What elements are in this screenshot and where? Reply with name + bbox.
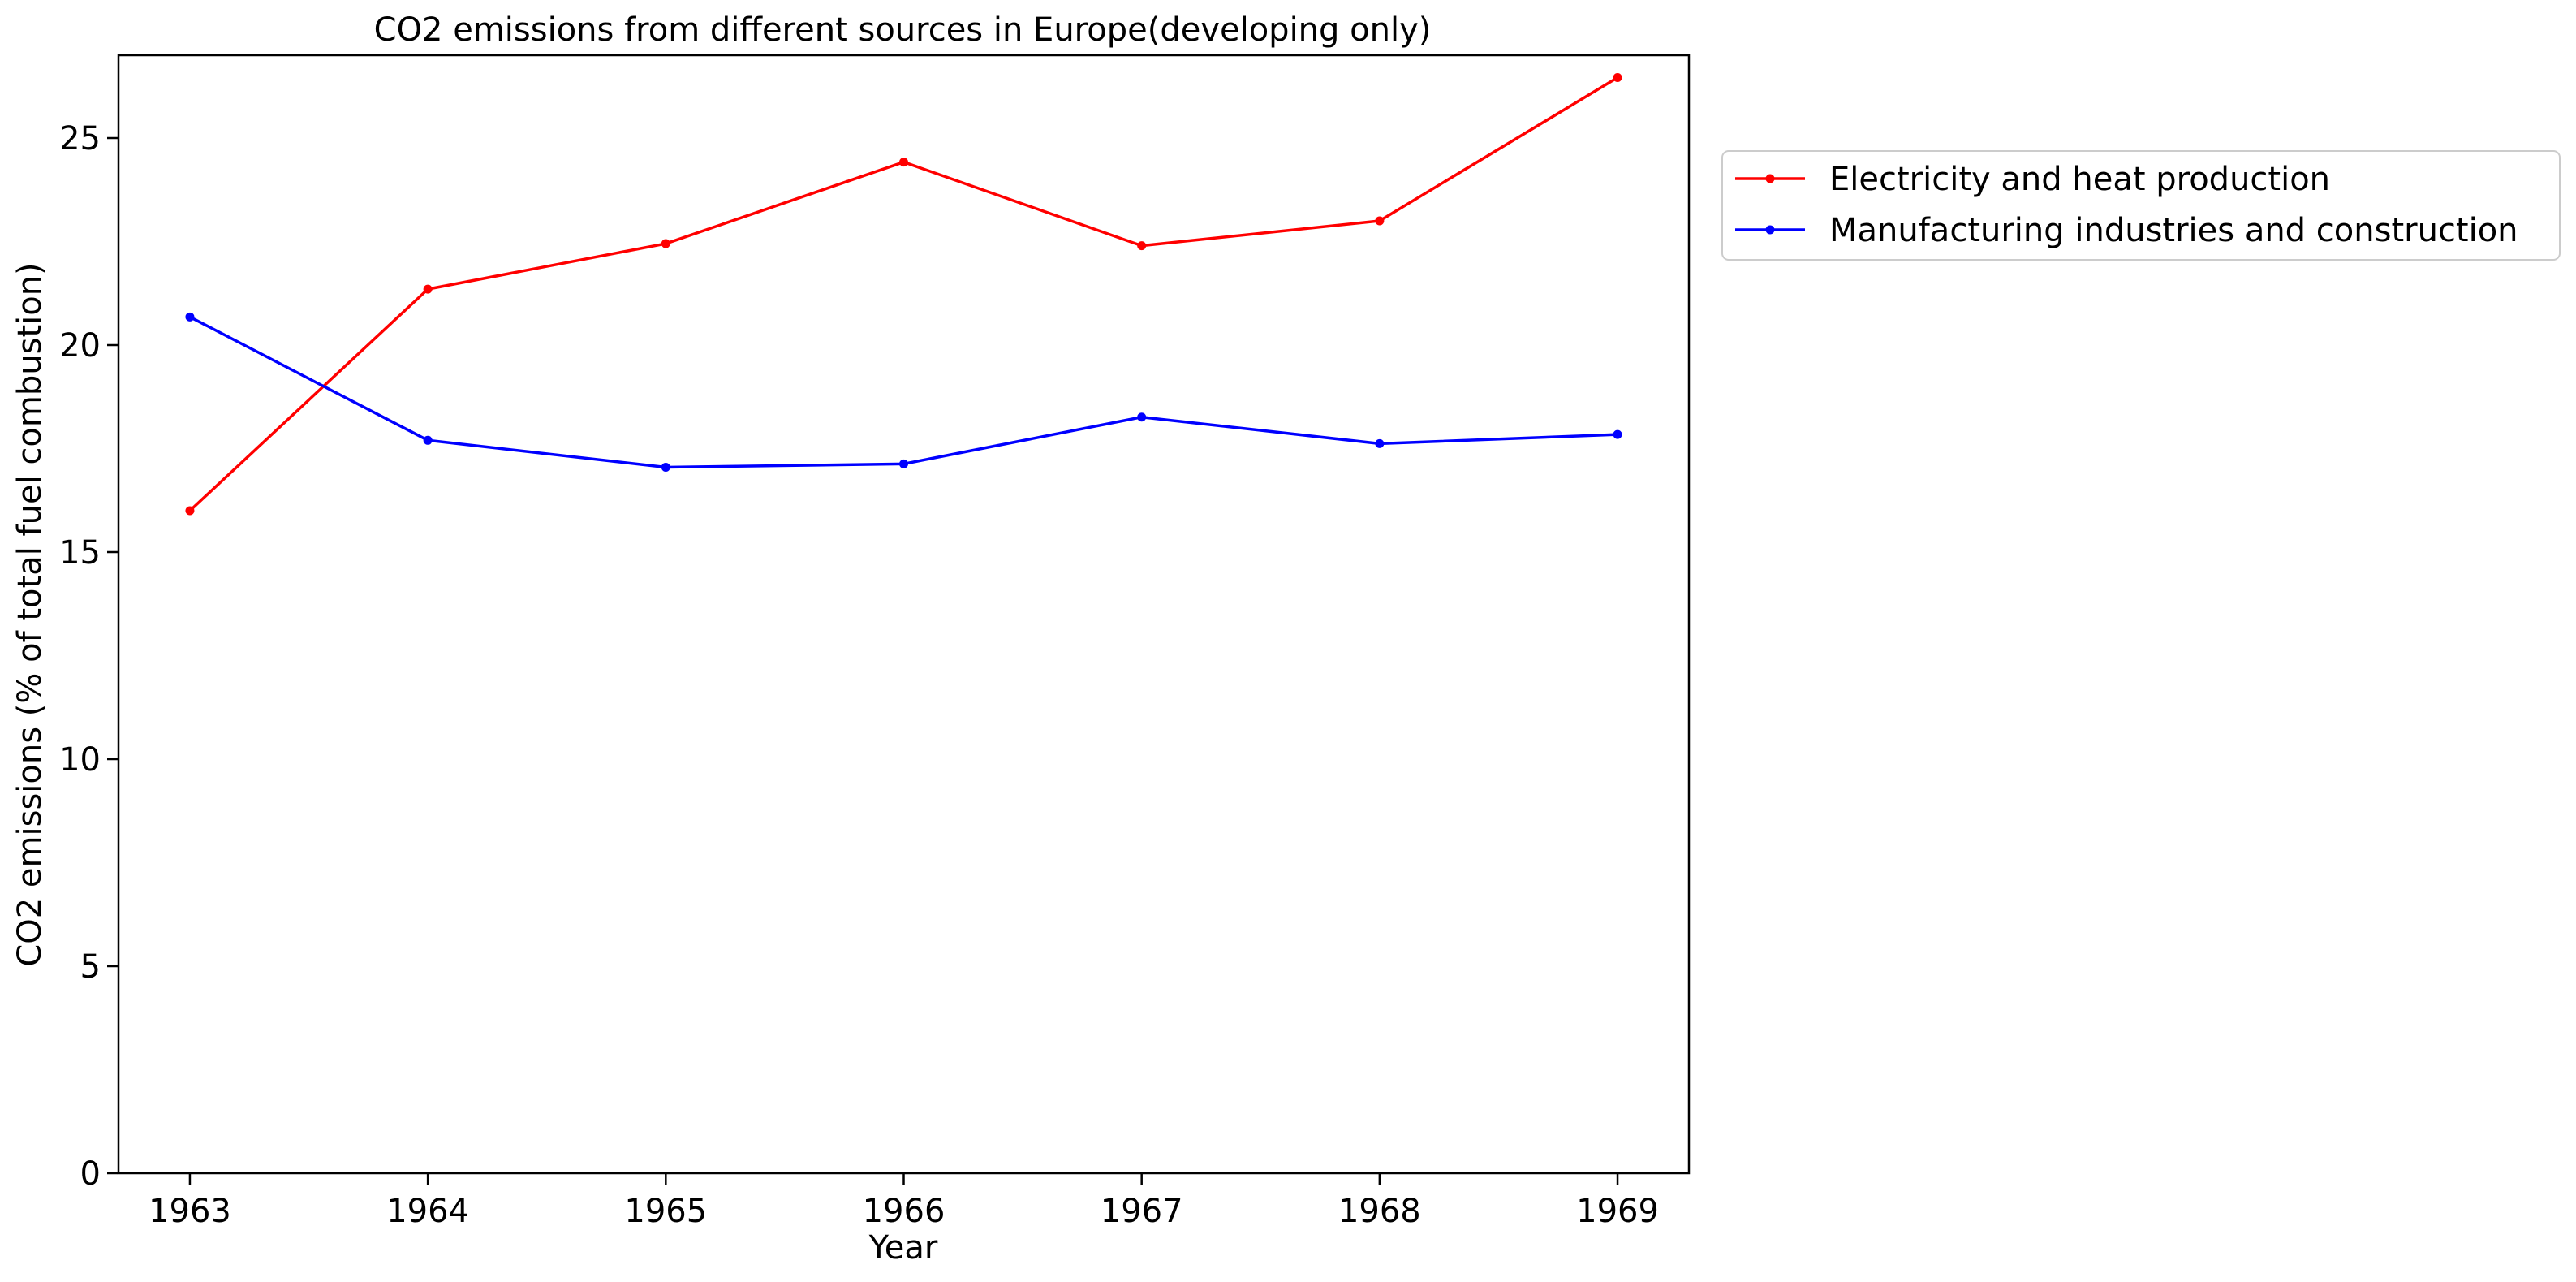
y-tick-label: 25: [59, 120, 101, 158]
x-tick-label: 1965: [624, 1193, 707, 1230]
y-tick-label: 0: [80, 1155, 101, 1193]
legend-marker: [1765, 174, 1775, 183]
x-tick-label: 1968: [1338, 1193, 1421, 1230]
series-2: [185, 312, 1622, 472]
data-point: [1375, 216, 1385, 226]
legend-marker: [1765, 225, 1775, 235]
data-point: [1613, 73, 1622, 83]
y-axis-label: CO2 emissions (% of total fuel combustio…: [11, 262, 49, 966]
data-point: [1137, 241, 1147, 251]
legend: Electricity and heat production Manufactu…: [1721, 150, 2561, 261]
plot-area: 0 5 10 15 20 25 1963 1964 1965 1966 1967 1968 1969: [59, 54, 1691, 1230]
data-point: [899, 158, 908, 167]
x-tick-label: 1963: [149, 1193, 231, 1230]
data-point: [185, 312, 195, 322]
legend-label: Electricity and heat production: [1829, 161, 2330, 198]
x-axis: 1963 1964 1965 1966 1967 1968 1969: [149, 1173, 1659, 1230]
data-point: [423, 284, 433, 294]
data-point: [661, 462, 670, 472]
legend-entry: Electricity and heat production: [1735, 161, 2330, 198]
y-tick-label: 20: [59, 327, 101, 365]
x-axis-label: Year: [868, 1229, 938, 1267]
y-tick-label: 5: [80, 948, 101, 986]
data-point: [185, 506, 195, 516]
data-point: [1375, 438, 1385, 448]
y-tick-label: 10: [59, 741, 101, 779]
chart-title: CO2 emissions from different sources in …: [374, 11, 1432, 49]
data-point: [661, 239, 670, 248]
x-tick-label: 1969: [1576, 1193, 1659, 1230]
x-tick-label: 1966: [863, 1193, 946, 1230]
data-point: [1613, 429, 1622, 439]
series-layer: [185, 73, 1622, 516]
data-point: [899, 459, 908, 468]
y-tick-label: 15: [59, 534, 101, 572]
x-tick-label: 1964: [386, 1193, 469, 1230]
series-1: [185, 73, 1622, 516]
data-point: [1137, 412, 1147, 422]
legend-entry: Manufacturing industries and constructio…: [1735, 212, 2518, 249]
legend-label: Manufacturing industries and constructio…: [1829, 212, 2518, 249]
legend-entries: Electricity and heat production Manufactu…: [1735, 161, 2518, 249]
legend-box: [1721, 150, 2561, 261]
x-tick-label: 1967: [1101, 1193, 1183, 1230]
y-axis: 0 5 10 15 20 25: [59, 120, 118, 1193]
data-point: [423, 435, 433, 445]
